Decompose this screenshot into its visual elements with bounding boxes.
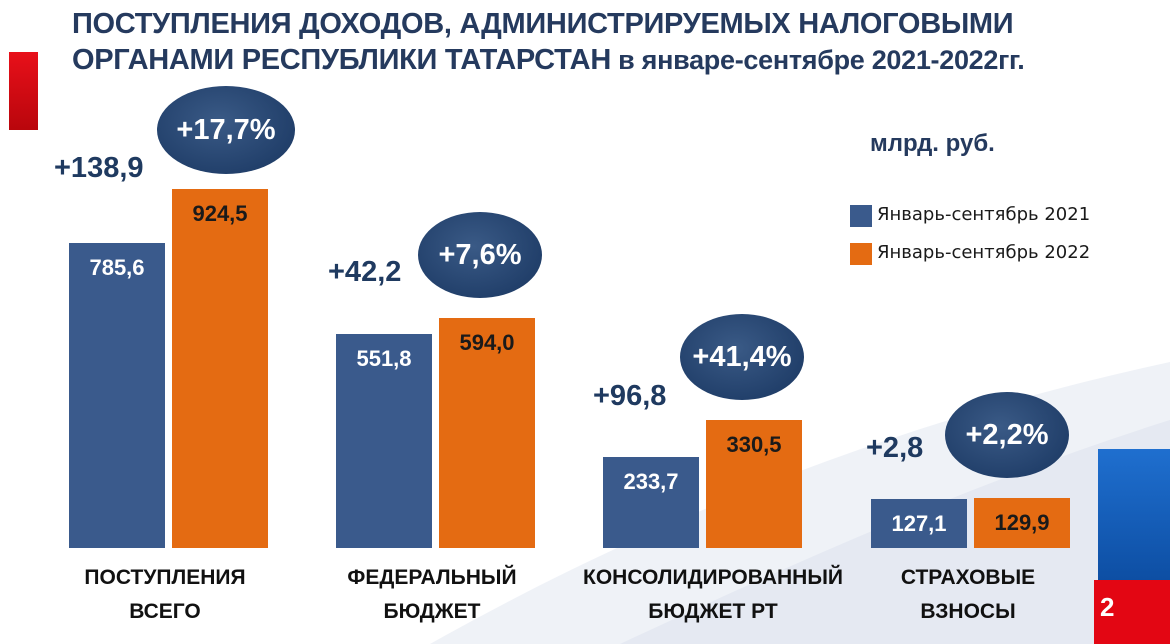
bar-value-label-2022-0: 924,5 (192, 201, 248, 226)
bar-value-label-2021-2: 233,7 (623, 469, 679, 494)
bar-2021-0 (69, 243, 165, 548)
category-label-line2-0: ВСЕГО (129, 600, 201, 623)
flag-blue-block (1098, 449, 1170, 582)
title-line-2-tail: в январе-сентябре 2021-2022гг. (610, 45, 1025, 75)
pct-change-badge-3: +2,2% (945, 392, 1069, 478)
bar-value-label-2021-3: 127,1 (891, 511, 947, 536)
bar-2021-2 (603, 457, 699, 548)
category-label-line2-1: БЮДЖЕТ (383, 600, 481, 623)
abs-change-label-1: +42,2 (328, 256, 402, 288)
bar-value-label-2022-2: 330,5 (726, 432, 782, 457)
category-label-line1-2: КОНСОЛИДИРОВАННЫЙ (583, 566, 843, 589)
title-line-2-main: ОРГАНАМИ РЕСПУБЛИКИ ТАТАРСТАН (72, 44, 611, 76)
abs-change-label-3: +2,8 (866, 432, 924, 464)
title-line-1: ПОСТУПЛЕНИЯ ДОХОДОВ, АДМИНИСТРИРУЕМЫХ НА… (72, 8, 1014, 40)
bar-value-label-2022-3: 129,9 (994, 510, 1050, 535)
category-label-line2-2: БЮДЖЕТ РТ (648, 600, 778, 623)
category-label-3: СТРАХОВЫЕ ВЗНОСЫ (818, 561, 1118, 629)
page-number: 2 (1100, 592, 1115, 622)
units-label: млрд. руб. (870, 130, 995, 157)
bar-2022-3 (974, 498, 1070, 548)
category-label-line1-0: ПОСТУПЛЕНИЯ (84, 566, 246, 589)
abs-change-label-2: +96,8 (593, 380, 667, 412)
abs-change-label-0: +138,9 (54, 152, 144, 184)
bar-2022-0 (172, 189, 268, 548)
category-label-line2-3: ВЗНОСЫ (920, 600, 1016, 623)
legend-swatch-2021 (850, 205, 872, 227)
legend-label-2021: Январь-сентябрь 2021 (877, 204, 1091, 225)
red-accent-bar (9, 52, 38, 130)
category-label-line1-1: ФЕДЕРАЛЬНЫЙ (347, 566, 517, 589)
legend-label-2022: Январь-сентябрь 2022 (877, 242, 1091, 263)
pct-change-badge-1: +7,6% (418, 212, 542, 298)
bar-value-label-2021-0: 785,6 (89, 255, 145, 280)
category-label-1: ФЕДЕРАЛЬНЫЙ БЮДЖЕТ (282, 561, 582, 629)
page-title: ПОСТУПЛЕНИЯ ДОХОДОВ, АДМИНИСТРИРУЕМЫХ НА… (72, 6, 1072, 78)
bar-value-label-2022-1: 594,0 (459, 330, 515, 355)
pct-change-badge-0: +17,7% (157, 86, 295, 174)
bar-2021-3 (871, 499, 967, 548)
legend-swatch-2022 (850, 243, 872, 265)
pct-change-badge-2: +41,4% (680, 314, 804, 400)
category-label-2: КОНСОЛИДИРОВАННЫЙ БЮДЖЕТ РТ (563, 561, 863, 629)
category-label-0: ПОСТУПЛЕНИЯ ВСЕГО (15, 561, 315, 629)
category-label-line1-3: СТРАХОВЫЕ (900, 566, 1036, 589)
bar-2021-1 (336, 334, 432, 548)
bar-2022-2 (706, 420, 802, 548)
flag-red-block (1094, 580, 1170, 644)
bar-value-label-2021-1: 551,8 (356, 346, 412, 371)
bar-2022-1 (439, 318, 535, 548)
title-line-2: ОРГАНАМИ РЕСПУБЛИКИ ТАТАРСТАН в январе-с… (72, 42, 1072, 78)
